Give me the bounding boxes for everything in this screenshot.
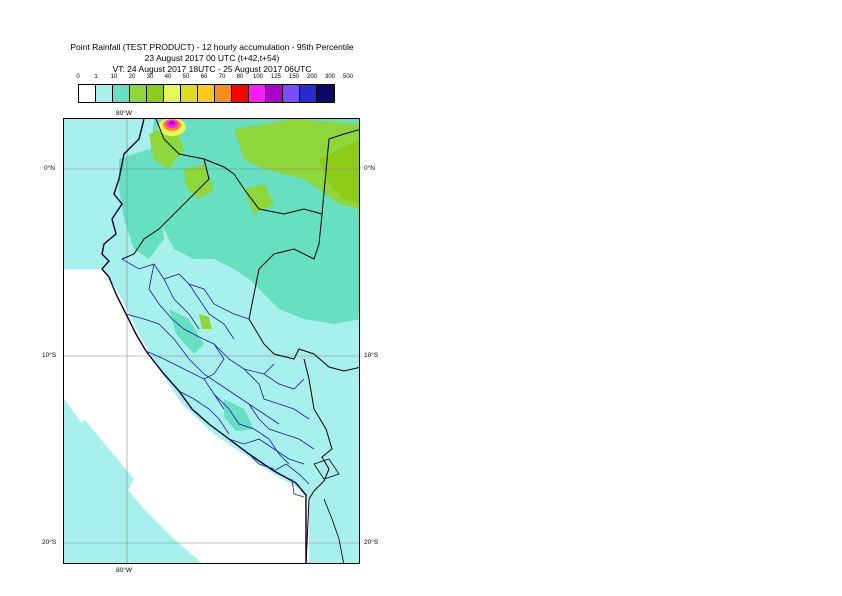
ocean-streak [74,419,134,499]
legend-swatch [266,85,283,102]
legend-swatch [317,85,334,102]
legend-swatch [198,85,215,102]
legend-label: 50 [182,74,190,80]
legend-label: 150 [288,74,300,80]
map-canvas [64,119,359,563]
heavy-rain-northeast [234,119,359,209]
legend-swatch [96,85,113,102]
legend-label: 125 [270,74,282,80]
lat-label-left-20: 20°S [42,539,57,546]
intense-rain-purple [169,121,175,125]
lat-label-left-0: 0°N [44,165,55,172]
heavy-rain-cell-1 [184,164,214,199]
title-line-base-time: 23 August 2017 00 UTC (t+42,t+54) [144,53,280,63]
legend-label: 500 [342,74,354,80]
coastline [101,119,307,563]
legend-label: 1 [94,74,98,80]
map-title: Point Rainfall (TEST PRODUCT) - 12 hourl… [0,42,424,75]
legend-label: 300 [324,74,336,80]
legend-swatch [113,85,130,102]
ocean-streak-south [144,514,198,563]
lon-label-top: 80°W [116,110,132,117]
lat-label-right-0: 0°N [364,165,375,172]
heavy-rain-cell-2 [244,184,274,214]
legend-swatch [232,85,249,102]
title-line-valid-time: VT: 24 August 2017 18UTC - 25 August 201… [112,64,312,74]
legend-label: 20 [128,74,136,80]
legend-color-bar [78,84,335,103]
dry-ocean-patch [64,319,94,369]
legend-labels: 0 1 10 20 30 40 50 60 70 80 100 125 150 200 300 500 [76,74,353,84]
moderate-rain-south [224,399,254,431]
rainfall-map [63,118,360,564]
heavy-rain-cell-3 [199,314,212,329]
regional-borders [121,258,315,498]
legend-label: 10 [110,74,118,80]
legend-label: 60 [200,74,208,80]
legend-swatch [283,85,300,102]
lat-label-left-10: 10°S [42,352,57,359]
legend-label: 200 [306,74,318,80]
legend-swatch [147,85,164,102]
legend-label: 100 [252,74,264,80]
legend-swatch [181,85,198,102]
border-peru-north-east [155,119,359,372]
border-peru-bolivia [303,358,333,563]
border-colombia-brazil [321,129,359,215]
legend-label: 0 [76,74,80,80]
legend-swatch [164,85,181,102]
legend-swatch [249,85,266,102]
lat-label-right-20: 20°S [364,539,379,546]
moderate-rain-ecuador [119,149,164,259]
legend-label: 70 [218,74,226,80]
legend-swatch [300,85,317,102]
legend-swatch [79,85,96,102]
lon-label-bottom: 80°W [116,567,132,574]
lat-label-right-10: 10°S [364,352,379,359]
legend-label: 80 [236,74,244,80]
dry-coastal-zone [64,269,309,563]
rainfall-legend: 0 1 10 20 30 40 50 60 70 80 100 125 150 200 300 500 [76,74,353,104]
moderate-rain-andes [169,309,204,354]
border-ecuador-peru [121,158,210,260]
legend-swatch [130,85,147,102]
legend-swatch [215,85,232,102]
legend-label: 30 [146,74,154,80]
heavy-rain-colombia [319,139,359,204]
border-chile-bolivia [323,498,345,563]
legend-label: 40 [164,74,172,80]
lake-titicaca [313,458,340,480]
title-line-product: Point Rainfall (TEST PRODUCT) - 12 hourl… [70,42,354,52]
